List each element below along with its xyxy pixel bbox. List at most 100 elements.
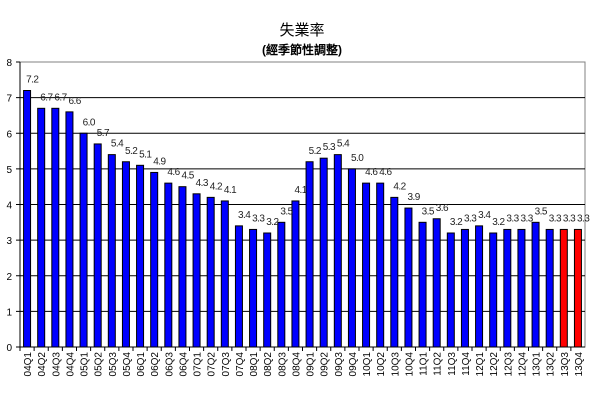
data-label-10Q3: 4.2 [393, 181, 406, 192]
bar-04Q3 [51, 107, 60, 348]
x-tick-label: 05Q1 [80, 352, 91, 377]
bar-10Q4 [404, 207, 413, 348]
bar-08Q1 [249, 228, 258, 348]
x-tick-label: 09Q3 [334, 352, 345, 377]
x-tick-label: 07Q3 [221, 352, 232, 377]
data-label-11Q4: 3.3 [464, 213, 477, 224]
x-tick-label: 04Q4 [65, 352, 76, 377]
y-tick-label: 2 [6, 272, 12, 283]
x-tick-label: 11Q1 [419, 352, 430, 376]
bar-07Q1 [192, 193, 201, 348]
data-label-11Q3: 3.2 [450, 217, 463, 228]
x-tick-label: 04Q3 [51, 352, 62, 377]
data-label-13Q4: 3.3 [577, 213, 590, 224]
data-label-12Q1: 3.4 [478, 210, 491, 221]
bar-11Q1 [418, 221, 427, 348]
bar-12Q2 [489, 232, 498, 348]
data-label-04Q2: 6.7 [40, 92, 53, 103]
bar-09Q2 [319, 157, 328, 348]
bar-13Q3 [559, 228, 568, 348]
data-label-06Q1: 5.1 [139, 149, 152, 160]
x-tick-label: 10Q3 [390, 352, 401, 377]
bar-06Q1 [136, 164, 145, 348]
x-tick-label: 06Q2 [150, 352, 161, 377]
bar-08Q3 [277, 221, 286, 348]
x-tick-label: 05Q2 [94, 352, 105, 377]
bars [23, 90, 582, 348]
x-tick-label: 06Q4 [178, 352, 189, 377]
y-tick-label: 8 [6, 58, 12, 69]
bar-09Q3 [333, 154, 342, 348]
x-tick-label: 07Q2 [207, 352, 218, 377]
y-tick-label: 6 [6, 129, 12, 140]
data-label-10Q2: 4.6 [379, 167, 392, 178]
bar-12Q4 [517, 228, 526, 348]
bar-11Q2 [432, 218, 441, 348]
x-tick-label: 06Q1 [136, 352, 147, 377]
x-tick-label: 09Q1 [306, 352, 317, 377]
data-label-10Q4: 3.9 [407, 192, 420, 203]
bar-05Q3 [107, 154, 116, 348]
data-label-06Q2: 4.9 [153, 156, 166, 167]
bar-10Q1 [362, 182, 371, 348]
data-label-11Q1: 3.5 [422, 206, 435, 217]
data-label-05Q1: 6.0 [83, 117, 96, 128]
x-tick-label: 11Q2 [433, 352, 444, 376]
data-label-06Q4: 4.5 [181, 171, 194, 182]
data-label-05Q4: 5.2 [125, 146, 138, 157]
x-tick-label: 09Q4 [348, 352, 359, 377]
bar-04Q2 [37, 107, 46, 348]
x-tick-label: 12Q4 [517, 352, 528, 377]
bar-06Q3 [164, 182, 173, 348]
bar-09Q1 [305, 161, 314, 348]
bar-12Q1 [475, 225, 484, 348]
data-label-07Q1: 4.3 [196, 178, 209, 189]
data-label-07Q2: 4.2 [210, 181, 223, 192]
x-tick-label: 04Q2 [37, 352, 48, 377]
bar-13Q4 [573, 228, 582, 348]
x-tick-label: 07Q1 [193, 352, 204, 377]
data-label-04Q3: 6.7 [54, 92, 67, 103]
gridlines [19, 61, 586, 348]
bar-10Q3 [390, 196, 399, 348]
bar-12Q3 [503, 228, 512, 348]
bar-11Q4 [460, 228, 469, 348]
bar-04Q1 [23, 90, 32, 348]
data-label-05Q3: 5.4 [111, 139, 124, 150]
x-tick-label: 13Q1 [532, 352, 543, 377]
data-label-11Q2: 3.6 [436, 203, 449, 214]
data-label-12Q3: 3.3 [506, 213, 519, 224]
x-tick-label: 10Q1 [362, 352, 373, 377]
x-tick-label: 12Q1 [475, 352, 486, 377]
x-tick-label: 13Q3 [560, 352, 571, 377]
bar-07Q2 [206, 196, 215, 348]
y-axis: 0 1 2 3 4 5 6 7 8 [6, 58, 21, 354]
chart-title: 失業率 [279, 22, 324, 39]
x-tick-label: 10Q4 [404, 352, 415, 377]
data-label-13Q2: 3.3 [549, 213, 562, 224]
x-tick-label: 07Q4 [235, 352, 246, 377]
data-label-10Q1: 4.6 [365, 167, 378, 178]
bar-08Q4 [291, 200, 300, 348]
data-label-08Q2: 3.2 [266, 217, 279, 228]
data-label-08Q3: 3.5 [280, 206, 293, 217]
y-tick-label: 0 [6, 343, 12, 354]
data-label-07Q4: 3.4 [238, 210, 251, 221]
data-label-05Q2: 5.7 [97, 128, 110, 139]
data-label-09Q1: 5.2 [309, 146, 322, 157]
x-axis: 04Q1 04Q2 04Q3 04Q4 05Q1 05Q2 05Q3 05Q4 06Q1 06Q2… [19, 346, 585, 377]
bar-13Q2 [545, 228, 554, 348]
data-label-09Q4: 5.0 [351, 153, 364, 164]
x-tick-label: 08Q3 [277, 352, 288, 377]
x-tick-label: 05Q3 [108, 352, 119, 377]
y-tick-label: 5 [6, 165, 12, 176]
x-tick-label: 04Q1 [23, 352, 34, 377]
y-tick-label: 4 [6, 201, 12, 212]
data-label-04Q1: 7.2 [26, 75, 39, 86]
x-tick-label: 12Q3 [503, 352, 514, 377]
bar-09Q4 [347, 168, 356, 348]
data-label-07Q3: 4.1 [224, 185, 237, 196]
data-label-06Q3: 4.6 [167, 167, 180, 178]
x-tick-label: 06Q3 [164, 352, 175, 377]
